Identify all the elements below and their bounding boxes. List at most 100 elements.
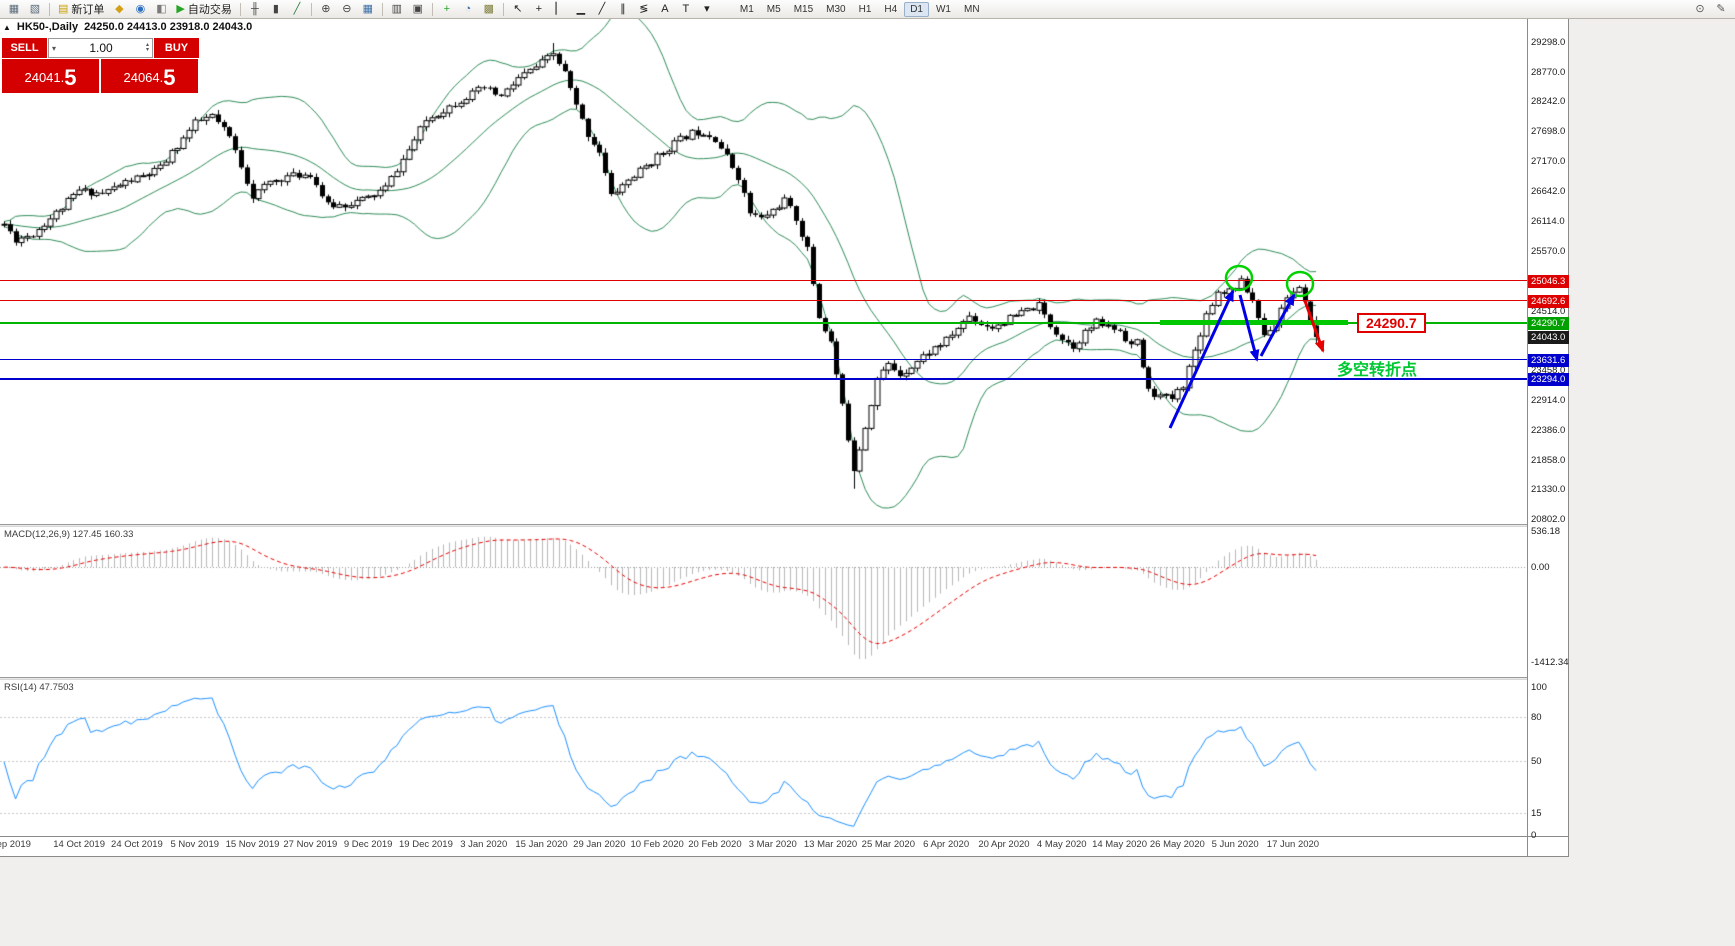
navigator-icon: ◧ — [156, 2, 167, 15]
new-order-button[interactable]: ▤ 新订单 — [54, 1, 108, 18]
volume-down-icon[interactable]: ▾ — [145, 47, 149, 53]
zoom-in-icon: ⊕ — [321, 2, 331, 15]
chart-symbol-period: HK50-,Daily — [16, 21, 79, 33]
timeframe-toolbar: M1 M5 M15 M30 H1 H4 D1 W1 MN — [734, 1, 986, 17]
text-label-button[interactable]: T — [676, 1, 696, 18]
timeframe-m30-button[interactable]: M30 — [826, 3, 846, 15]
data-window-button[interactable]: ▥ — [387, 1, 407, 18]
chart-candles-icon: ▮ — [272, 2, 279, 15]
volume-control[interactable]: ▾ 1.00 ▴ ▾ — [48, 38, 153, 58]
volume-spinner[interactable]: ▴ ▾ — [143, 42, 152, 53]
new-order-button-label: 新订单 — [71, 4, 105, 16]
zoom-out-icon: ⊖ — [342, 2, 352, 15]
navigator-button[interactable]: ◧ — [151, 1, 171, 18]
cursor-icon: ↖ — [513, 2, 523, 15]
main-toolbar: ▦ ▧ ▤ 新订单 ◆ ◉ ◧ ▶ 自动交易 ╫ ▮ ╱ ⊕ ⊖ ▦ ▥ ▣ + ◔ ▩ ↖ + ▏ ▁ ╱ ∥ ≶ A T ▾ M1 M5 M… — [0, 0, 1735, 19]
timeframe-m5-button[interactable]: M5 — [766, 3, 781, 15]
time-axis-border — [0, 836, 1569, 837]
data-window-icon: ▥ — [391, 2, 403, 15]
profiles-icon: ▧ — [29, 2, 41, 15]
price-callout-box[interactable]: 24290.7 — [1357, 313, 1426, 333]
edit-button[interactable]: ✎ — [1711, 1, 1731, 18]
profiles-button[interactable]: ▧ — [25, 1, 45, 18]
resistance-line-25046[interactable] — [0, 280, 1527, 281]
chart-ohlc-values: 24250.0 24413.0 23918.0 24043.0 — [84, 21, 253, 33]
rsi-indicator-canvas[interactable] — [0, 680, 1527, 836]
timeframe-m1-button[interactable]: M1 — [739, 3, 754, 15]
tile-windows-button[interactable]: ▦ — [358, 1, 378, 18]
crosshair-button[interactable]: + — [529, 1, 549, 18]
tile-windows-icon: ▦ — [362, 2, 374, 15]
new-chart-button[interactable]: ▦ — [4, 1, 24, 18]
panel-divider-macd[interactable] — [0, 524, 1527, 527]
buy-price-button[interactable]: 24064. 5 — [101, 59, 198, 93]
toolbar-separator — [381, 2, 383, 16]
sell-price-button[interactable]: 24041. 5 — [2, 59, 99, 93]
timeframe-h1-button[interactable]: H1 — [858, 3, 872, 15]
arrows-icon: ▾ — [704, 2, 710, 15]
macd-panel-label: MACD(12,26,9) 127.45 160.33 — [4, 529, 134, 540]
trendline-button[interactable]: ╱ — [592, 1, 612, 18]
pivot-line-24290[interactable] — [0, 322, 1527, 324]
timeframe-m15-button[interactable]: M15 — [793, 3, 814, 15]
zoom-out-button[interactable]: ⊖ — [337, 1, 357, 18]
autotrading-button[interactable]: ▶ 自动交易 — [172, 1, 235, 18]
strategy-tester-button[interactable]: ▣ — [408, 1, 428, 18]
toolbar-separator — [431, 2, 433, 16]
buy-price-frac: 5 — [163, 65, 176, 90]
buy-button[interactable]: BUY — [154, 38, 199, 58]
community-button[interactable]: ◉ — [130, 1, 150, 18]
trendline-icon: ╱ — [598, 2, 606, 15]
cursor-button[interactable]: ↖ — [508, 1, 528, 18]
one-click-toggle-icon[interactable]: ▲ — [3, 22, 11, 32]
timeframe-mn-button[interactable]: MN — [963, 3, 980, 15]
vertical-line-icon: ▏ — [555, 2, 565, 15]
fibonacci-button[interactable]: ≶ — [634, 1, 654, 18]
support-line-23294[interactable] — [0, 378, 1527, 380]
templates-button[interactable]: ▩ — [479, 1, 499, 18]
pivot-zone-bar[interactable] — [1160, 320, 1348, 325]
volume-value[interactable]: 1.00 — [89, 41, 113, 55]
add-indicator-icon: + — [443, 2, 451, 15]
chart-header: ▲ HK50-,Daily 24250.0 24413.0 23918.0 24… — [3, 21, 252, 33]
equidistant-channel-button[interactable]: ∥ — [613, 1, 633, 18]
horizontal-line-button[interactable]: ▁ — [571, 1, 591, 18]
metaeditor-button[interactable]: ◆ — [109, 1, 129, 18]
search-button[interactable]: ⊙ — [1690, 1, 1710, 18]
edit-icon: ✎ — [1716, 2, 1726, 15]
one-click-trade-panel: SELL ▾ 1.00 ▴ ▾ BUY 24041. 5 24064. 5 — [2, 38, 199, 93]
resistance-line-24692[interactable] — [0, 300, 1527, 301]
toolbar-separator — [310, 2, 312, 16]
volume-up-icon[interactable]: ▴ — [145, 42, 149, 48]
macd-indicator-canvas[interactable] — [0, 527, 1527, 677]
buy-price-int: 24064. — [123, 70, 164, 85]
new-order-icon: ▤ — [58, 2, 69, 15]
volume-dropdown-icon[interactable]: ▾ — [52, 43, 57, 53]
timeframe-d1-button[interactable]: D1 — [904, 1, 929, 17]
sell-button[interactable]: SELL — [2, 38, 47, 58]
vertical-line-button[interactable]: ▏ — [550, 1, 570, 18]
chart-bars-button[interactable]: ╫ — [245, 1, 265, 18]
chart-line-button[interactable]: ╱ — [287, 1, 307, 18]
price-axis-border — [1527, 19, 1528, 856]
sell-price-frac: 5 — [64, 65, 77, 90]
new-chart-icon: ▦ — [8, 2, 20, 15]
chart-candles-button[interactable]: ▮ — [266, 1, 286, 18]
toolbar-separator — [49, 2, 50, 16]
timeframe-w1-button[interactable]: W1 — [935, 3, 951, 15]
panel-divider-rsi[interactable] — [0, 677, 1527, 680]
main-chart-canvas[interactable] — [0, 19, 1527, 524]
periods-button[interactable]: ◔ — [458, 1, 478, 18]
text-button[interactable]: A — [655, 1, 675, 18]
zoom-in-button[interactable]: ⊕ — [316, 1, 336, 18]
chart-line-icon: ╱ — [293, 2, 301, 15]
support-line-23631[interactable] — [0, 359, 1527, 360]
toolbar-separator — [502, 2, 504, 16]
timeframe-h4-button[interactable]: H4 — [884, 3, 898, 15]
arrows-button[interactable]: ▾ — [697, 1, 717, 18]
horizontal-line-icon: ▁ — [576, 2, 586, 15]
sell-price-int: 24041. — [24, 70, 65, 85]
turning-point-label[interactable]: 多空转折点 — [1337, 362, 1418, 379]
equidistant-channel-icon: ∥ — [620, 2, 626, 15]
add-indicator-button[interactable]: + — [437, 1, 457, 18]
